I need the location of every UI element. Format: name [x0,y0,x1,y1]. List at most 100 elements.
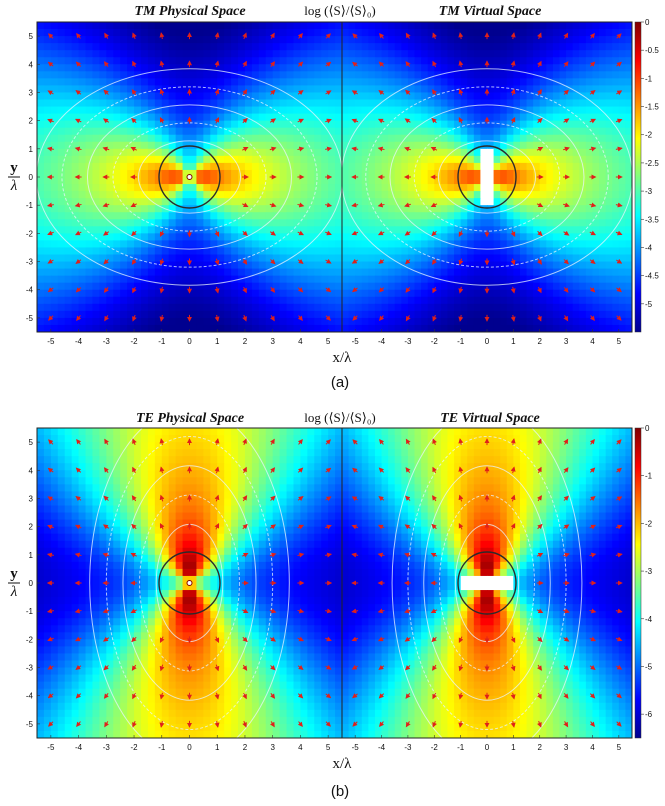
heatmap-cell [57,519,66,528]
heatmap-cell [355,261,363,270]
heatmap-cell [342,57,350,65]
heatmap-cell [64,36,73,44]
heatmap-cell [493,317,501,326]
heatmap-cell [92,205,100,213]
heatmap-cell [440,254,449,263]
heatmap-cell [244,219,253,227]
heatmap-cell [210,184,218,192]
heatmap-cell [196,198,204,206]
heatmap-cell [414,219,422,227]
vector-arrow [242,258,248,265]
heatmap-cell [140,324,149,332]
heatmap-cell [533,324,541,332]
heatmap-cell [78,533,87,542]
vector-arrow [325,118,332,124]
heatmap-cell [78,247,87,256]
heatmap-cell [355,177,363,185]
heatmap-cell [140,282,149,291]
heatmap-cell [427,205,435,213]
heatmap-cell [189,470,198,478]
heatmap-cell [258,324,267,332]
heatmap-cell [154,456,163,464]
heatmap-cell [579,120,587,129]
heatmap-cell [134,463,142,471]
heatmap-cell [279,533,288,542]
heatmap-cell [539,310,547,319]
heatmap-cell [506,64,514,72]
heatmap-cell [328,29,336,37]
heatmap-cell [434,303,442,312]
heatmap-cell [612,85,620,94]
heatmap-cell [381,226,389,234]
heatmap-cell [612,296,620,305]
heatmap-cell [293,310,302,319]
heatmap-cell [592,99,600,108]
heatmap-cell [493,254,501,263]
heatmap-cell [210,43,218,51]
heatmap-cell [258,491,267,500]
heatmap-cell [140,113,149,122]
heatmap-cell [381,268,389,277]
heatmap-cell [361,205,369,213]
heatmap-cell [154,254,163,263]
heatmap-cell [546,226,554,234]
heatmap-cell [473,155,482,164]
heatmap-cell [182,169,191,178]
heatmap-cell [279,22,288,30]
heatmap-cell [189,212,198,220]
heatmap-cell [585,29,594,37]
heatmap-cell [217,491,225,500]
heatmap-cell [64,456,73,464]
heatmap-cell [203,533,211,542]
heatmap-cell [154,191,163,199]
heatmap-cell [328,498,336,507]
heatmap-cell [120,22,128,30]
heatmap-cell [71,177,80,185]
heatmap-cell [605,148,613,157]
heatmap-cell [493,261,501,270]
heatmap-cell [612,226,620,234]
heatmap-cell [286,36,295,44]
heatmap-cell [120,219,128,227]
heatmap-cell [526,22,534,30]
heatmap-cell [307,533,315,542]
heatmap-cell [625,324,632,332]
x-tick-label: -1 [457,337,465,346]
heatmap-cell [572,289,580,298]
heatmap-cell [64,120,73,129]
heatmap-cell [57,177,66,185]
heatmap-cell [454,205,462,213]
heatmap-cell [217,50,225,58]
heatmap-cell [175,177,184,185]
vector-arrow [159,60,165,68]
heatmap-cell [71,533,80,542]
heatmap-cell [381,43,389,51]
heatmap-cell [210,148,218,157]
vector-arrow [130,202,137,207]
vector-arrow [615,146,623,152]
heatmap-cell [401,162,409,171]
heatmap-cell [127,106,135,115]
heatmap-cell [401,177,409,185]
heatmap-cell [293,162,302,171]
heatmap-cell [140,50,149,58]
x-tick-label: -5 [47,337,55,346]
heatmap-cell [50,477,59,485]
heatmap-cell [127,303,135,312]
heatmap-cell [618,64,627,72]
heatmap-cell [348,22,356,30]
heatmap-cell [217,324,225,332]
heatmap-cell [612,134,620,143]
heatmap-cell [161,99,170,108]
heatmap-cell [286,470,295,478]
heatmap-cell [189,155,198,164]
heatmap-cell [210,247,218,256]
heatmap-cell [258,212,267,220]
heatmap-cell [427,233,435,242]
heatmap-cell [113,324,121,332]
heatmap-cell [500,177,508,185]
heatmap-cell [539,127,547,136]
colorbar-tick-label: -1.5 [645,103,659,112]
heatmap-cell [238,233,246,242]
heatmap-cell [224,247,232,256]
